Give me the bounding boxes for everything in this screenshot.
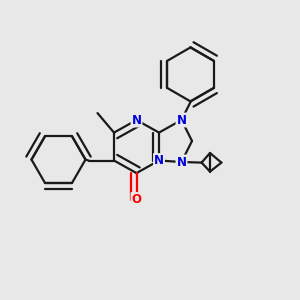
Text: N: N: [154, 154, 164, 167]
Text: O: O: [131, 193, 142, 206]
Text: N: N: [176, 113, 187, 127]
Text: N: N: [131, 113, 142, 127]
Text: N: N: [176, 155, 187, 169]
